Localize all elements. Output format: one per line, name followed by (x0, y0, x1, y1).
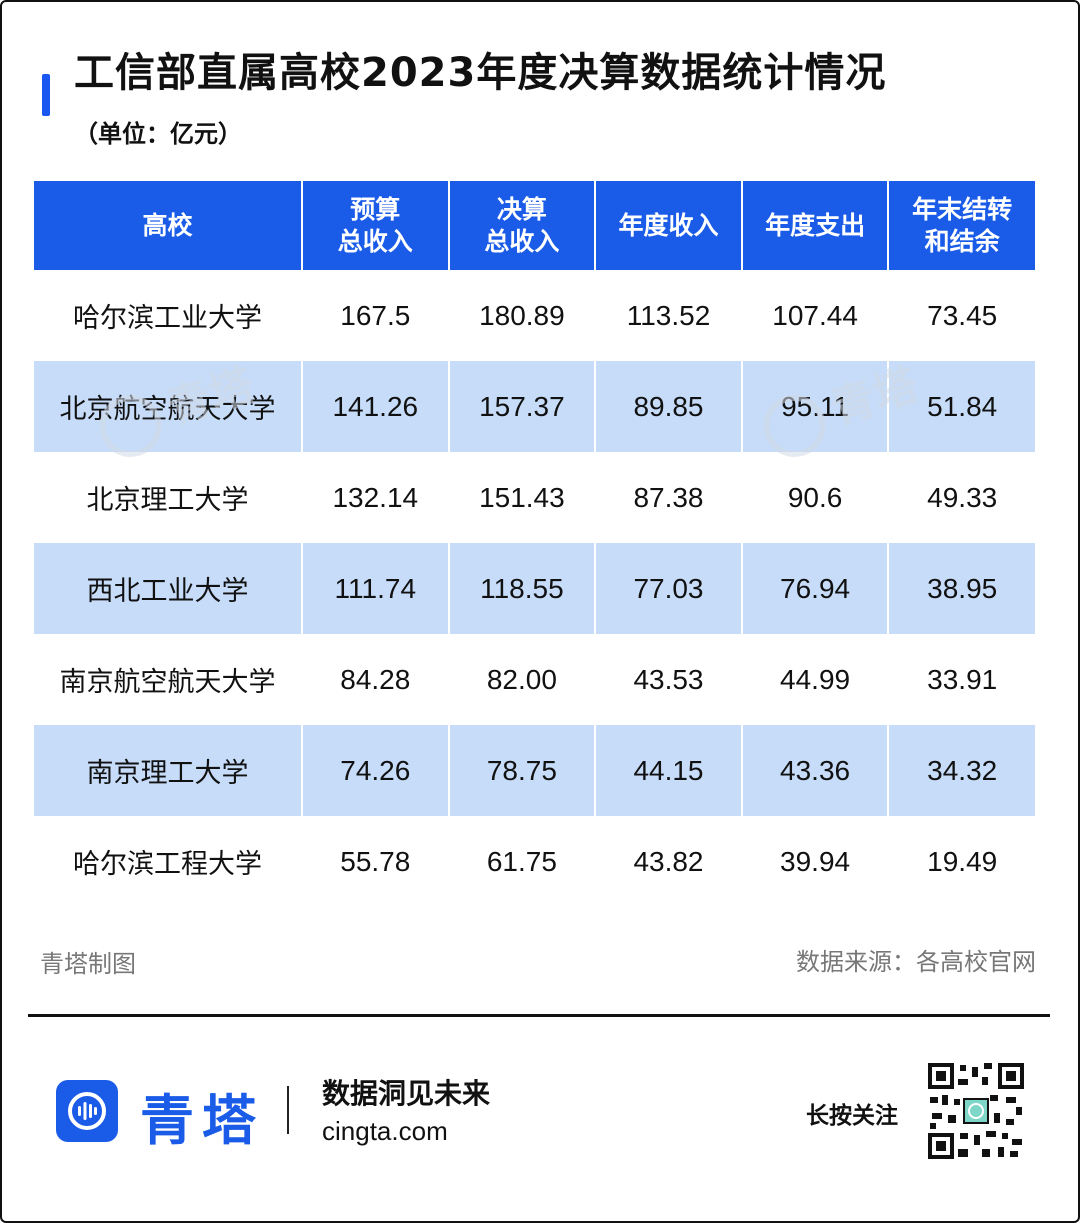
value-cell: 43.53 (594, 634, 742, 725)
data-table: 高校 预算 总收入 决算 总收入 年度收入 年度支出 年末结转 和结余 哈尔滨工业大学 167.5… (34, 181, 1035, 907)
value-cell: 77.03 (594, 543, 742, 634)
value-cell: 38.95 (887, 543, 1035, 634)
column-header-line1: 高校 (142, 210, 193, 240)
value-cell: 44.99 (740, 634, 889, 725)
value-cell: 90.6 (740, 452, 889, 543)
university-name-cell: 南京航空航天大学 (59, 667, 276, 698)
value-cell: 167.5 (301, 270, 449, 361)
column-header: 年度支出 (740, 181, 889, 270)
value-cell: 82.00 (447, 634, 596, 725)
column-header-line1: 决算 (496, 194, 547, 224)
value-cell: 113.52 (594, 270, 742, 361)
value-cell: 180.89 (447, 270, 596, 361)
value-cell: 76.94 (740, 543, 889, 634)
footer-divider (28, 1014, 1050, 1017)
column-header: 高校 (34, 181, 302, 270)
table-row: 南京航空航天大学 84.28 82.00 43.53 44.99 33.91 (34, 634, 1035, 725)
title-accent-bar (42, 74, 50, 116)
value-cell: 157.37 (447, 361, 596, 452)
value-cell: 19.49 (887, 816, 1035, 907)
table-row: 哈尔滨工业大学 167.5 180.89 113.52 107.44 73.45 (34, 270, 1035, 361)
table-body: 哈尔滨工业大学 167.5 180.89 113.52 107.44 73.45 北京航空航… (34, 270, 1035, 907)
table-row: 南京理工大学 74.26 78.75 44.15 43.36 34.32 (34, 725, 1035, 816)
column-header: 年末结转 和结余 (887, 181, 1035, 270)
value-cell: 84.28 (301, 634, 449, 725)
value-cell: 55.78 (301, 816, 449, 907)
column-header: 年度收入 (594, 181, 742, 270)
chart-maker-credit: 青塔制图 (40, 950, 136, 978)
university-name-cell: 西北工业大学 (34, 543, 302, 634)
column-header-line1: 年度支出 (765, 210, 866, 240)
column-header-line1: 年度收入 (618, 210, 719, 240)
data-source: 数据来源：各高校官网 (796, 948, 1036, 976)
column-header: 预算 总收入 (301, 181, 449, 270)
value-cell: 51.84 (887, 361, 1035, 452)
university-name-cell: 北京理工大学 (86, 485, 249, 516)
table-row: 北京理工大学 132.14 151.43 87.38 90.6 49.33 (34, 452, 1035, 543)
column-header-line1: 预算 (350, 194, 401, 224)
value-cell: 44.15 (594, 725, 742, 816)
column-header: 决算 总收入 (447, 181, 596, 270)
university-name-cell: 哈尔滨工业大学 (73, 303, 262, 334)
university-name-cell: 哈尔滨工程大学 (73, 849, 262, 880)
brand-separator (287, 1086, 289, 1134)
value-cell: 87.38 (594, 452, 742, 543)
university-name-cell: 南京理工大学 (34, 725, 302, 816)
table-row: 北京航空航天大学 141.26 157.37 89.85 95.11 51.84 (34, 361, 1035, 452)
value-cell: 141.26 (301, 361, 449, 452)
university-name-cell: 北京航空航天大学 (34, 361, 302, 452)
value-cell: 111.74 (301, 543, 449, 634)
value-cell: 61.75 (447, 816, 596, 907)
value-cell: 107.44 (740, 270, 889, 361)
value-cell: 49.33 (887, 452, 1035, 543)
value-cell: 95.11 (740, 361, 889, 452)
table-row: 西北工业大学 111.74 118.55 77.03 76.94 38.95 (34, 543, 1035, 634)
value-cell: 132.14 (301, 452, 449, 543)
cingta-logo-icon (56, 1080, 118, 1142)
value-cell: 73.45 (887, 270, 1035, 361)
brand-website[interactable]: cingta.com (322, 1116, 448, 1146)
brand-slogan: 数据洞见未来 (322, 1077, 491, 1110)
unit-label: （单位：亿元） (74, 120, 242, 148)
value-cell: 33.91 (887, 634, 1035, 725)
value-cell: 39.94 (740, 816, 889, 907)
table-row: 哈尔滨工程大学 55.78 61.75 43.82 39.94 19.49 (34, 816, 1035, 907)
value-cell: 34.32 (887, 725, 1035, 816)
column-header-line2: 总收入 (484, 226, 560, 256)
value-cell: 118.55 (447, 543, 596, 634)
value-cell: 151.43 (447, 452, 596, 543)
follow-prompt: 长按关注 (806, 1103, 898, 1129)
brand-name: 青塔 (140, 1089, 264, 1152)
column-header-line2: 总收入 (337, 226, 413, 256)
table-header-row: 高校 预算 总收入 决算 总收入 年度收入 年度支出 年末结转 和结余 (34, 181, 1035, 270)
value-cell: 43.82 (594, 816, 742, 907)
value-cell: 74.26 (301, 725, 449, 816)
value-cell: 78.75 (447, 725, 596, 816)
page-title: 工信部直属高校2023年度决算数据统计情况 (74, 50, 887, 96)
value-cell: 43.36 (740, 725, 889, 816)
qr-code-icon[interactable] (928, 1063, 1024, 1159)
value-cell: 89.85 (594, 361, 742, 452)
column-header-line2: 和结余 (924, 226, 1000, 256)
column-header-line1: 年末结转 (912, 194, 1013, 224)
